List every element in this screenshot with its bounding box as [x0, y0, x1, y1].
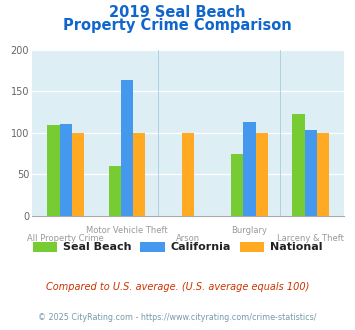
- Text: Arson: Arson: [176, 235, 200, 244]
- Bar: [243, 122, 256, 216]
- Text: 2019 Seal Beach: 2019 Seal Beach: [109, 5, 246, 20]
- Bar: [305, 130, 317, 216]
- Bar: [256, 133, 268, 216]
- Bar: [121, 80, 133, 216]
- Bar: [182, 133, 194, 216]
- Legend: Seal Beach, California, National: Seal Beach, California, National: [28, 237, 327, 257]
- Bar: [133, 133, 145, 216]
- Text: Compared to U.S. average. (U.S. average equals 100): Compared to U.S. average. (U.S. average …: [46, 282, 309, 292]
- Text: Burglary: Burglary: [231, 226, 267, 235]
- Text: Property Crime Comparison: Property Crime Comparison: [63, 18, 292, 33]
- Bar: [47, 125, 60, 216]
- Bar: [231, 154, 243, 216]
- Text: © 2025 CityRating.com - https://www.cityrating.com/crime-statistics/: © 2025 CityRating.com - https://www.city…: [38, 313, 317, 322]
- Text: Larceny & Theft: Larceny & Theft: [277, 235, 344, 244]
- Bar: [317, 133, 329, 216]
- Text: All Property Crime: All Property Crime: [27, 235, 104, 244]
- Text: Motor Vehicle Theft: Motor Vehicle Theft: [86, 226, 168, 235]
- Bar: [72, 133, 84, 216]
- Bar: [60, 124, 72, 216]
- Bar: [109, 166, 121, 216]
- Bar: [292, 114, 305, 216]
